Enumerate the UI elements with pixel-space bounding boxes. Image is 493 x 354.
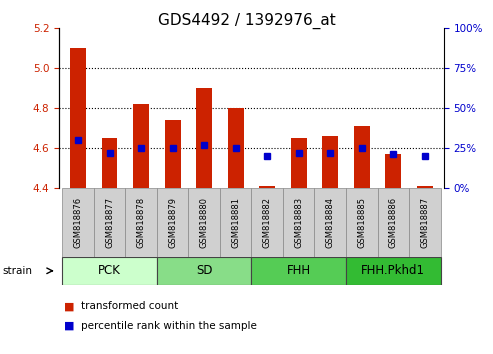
Bar xyxy=(220,188,251,257)
Text: GSM818883: GSM818883 xyxy=(294,196,303,248)
Text: FHH.Pkhd1: FHH.Pkhd1 xyxy=(361,264,425,277)
Text: GSM818886: GSM818886 xyxy=(389,196,398,248)
Text: SD: SD xyxy=(196,264,212,277)
Text: PCK: PCK xyxy=(98,264,121,277)
Bar xyxy=(291,138,307,188)
Bar xyxy=(157,188,188,257)
Bar xyxy=(315,188,346,257)
Bar xyxy=(283,188,315,257)
Bar xyxy=(346,188,378,257)
Bar xyxy=(133,104,149,188)
Bar xyxy=(228,108,244,188)
Text: GSM818879: GSM818879 xyxy=(168,196,177,248)
Bar xyxy=(346,257,441,285)
Text: GSM818878: GSM818878 xyxy=(137,196,145,248)
Text: GSM818880: GSM818880 xyxy=(200,196,209,248)
Bar xyxy=(125,188,157,257)
Bar xyxy=(409,188,441,257)
Text: GSM818882: GSM818882 xyxy=(263,196,272,248)
Bar xyxy=(354,126,370,188)
Bar xyxy=(196,88,212,188)
Bar xyxy=(102,138,117,188)
Text: GSM818885: GSM818885 xyxy=(357,196,366,248)
Bar xyxy=(62,257,157,285)
Text: GSM818876: GSM818876 xyxy=(73,196,82,248)
Text: ■: ■ xyxy=(64,301,74,311)
Text: transformed count: transformed count xyxy=(81,301,178,311)
Bar xyxy=(417,185,433,188)
Bar xyxy=(386,154,401,188)
Text: ■: ■ xyxy=(64,321,74,331)
Bar xyxy=(251,257,346,285)
Bar xyxy=(251,188,283,257)
Text: GSM818887: GSM818887 xyxy=(421,196,429,248)
Text: strain: strain xyxy=(2,266,33,276)
Bar xyxy=(157,257,251,285)
Bar xyxy=(259,185,275,188)
Text: GDS4492 / 1392976_at: GDS4492 / 1392976_at xyxy=(158,12,335,29)
Bar xyxy=(378,188,409,257)
Bar xyxy=(322,136,338,188)
Text: percentile rank within the sample: percentile rank within the sample xyxy=(81,321,257,331)
Text: FHH: FHH xyxy=(286,264,311,277)
Bar xyxy=(94,188,125,257)
Text: GSM818881: GSM818881 xyxy=(231,196,240,248)
Text: GSM818877: GSM818877 xyxy=(105,196,114,248)
Bar xyxy=(165,120,180,188)
Bar xyxy=(62,188,94,257)
Bar xyxy=(188,188,220,257)
Text: GSM818884: GSM818884 xyxy=(326,196,335,248)
Bar xyxy=(70,48,86,188)
